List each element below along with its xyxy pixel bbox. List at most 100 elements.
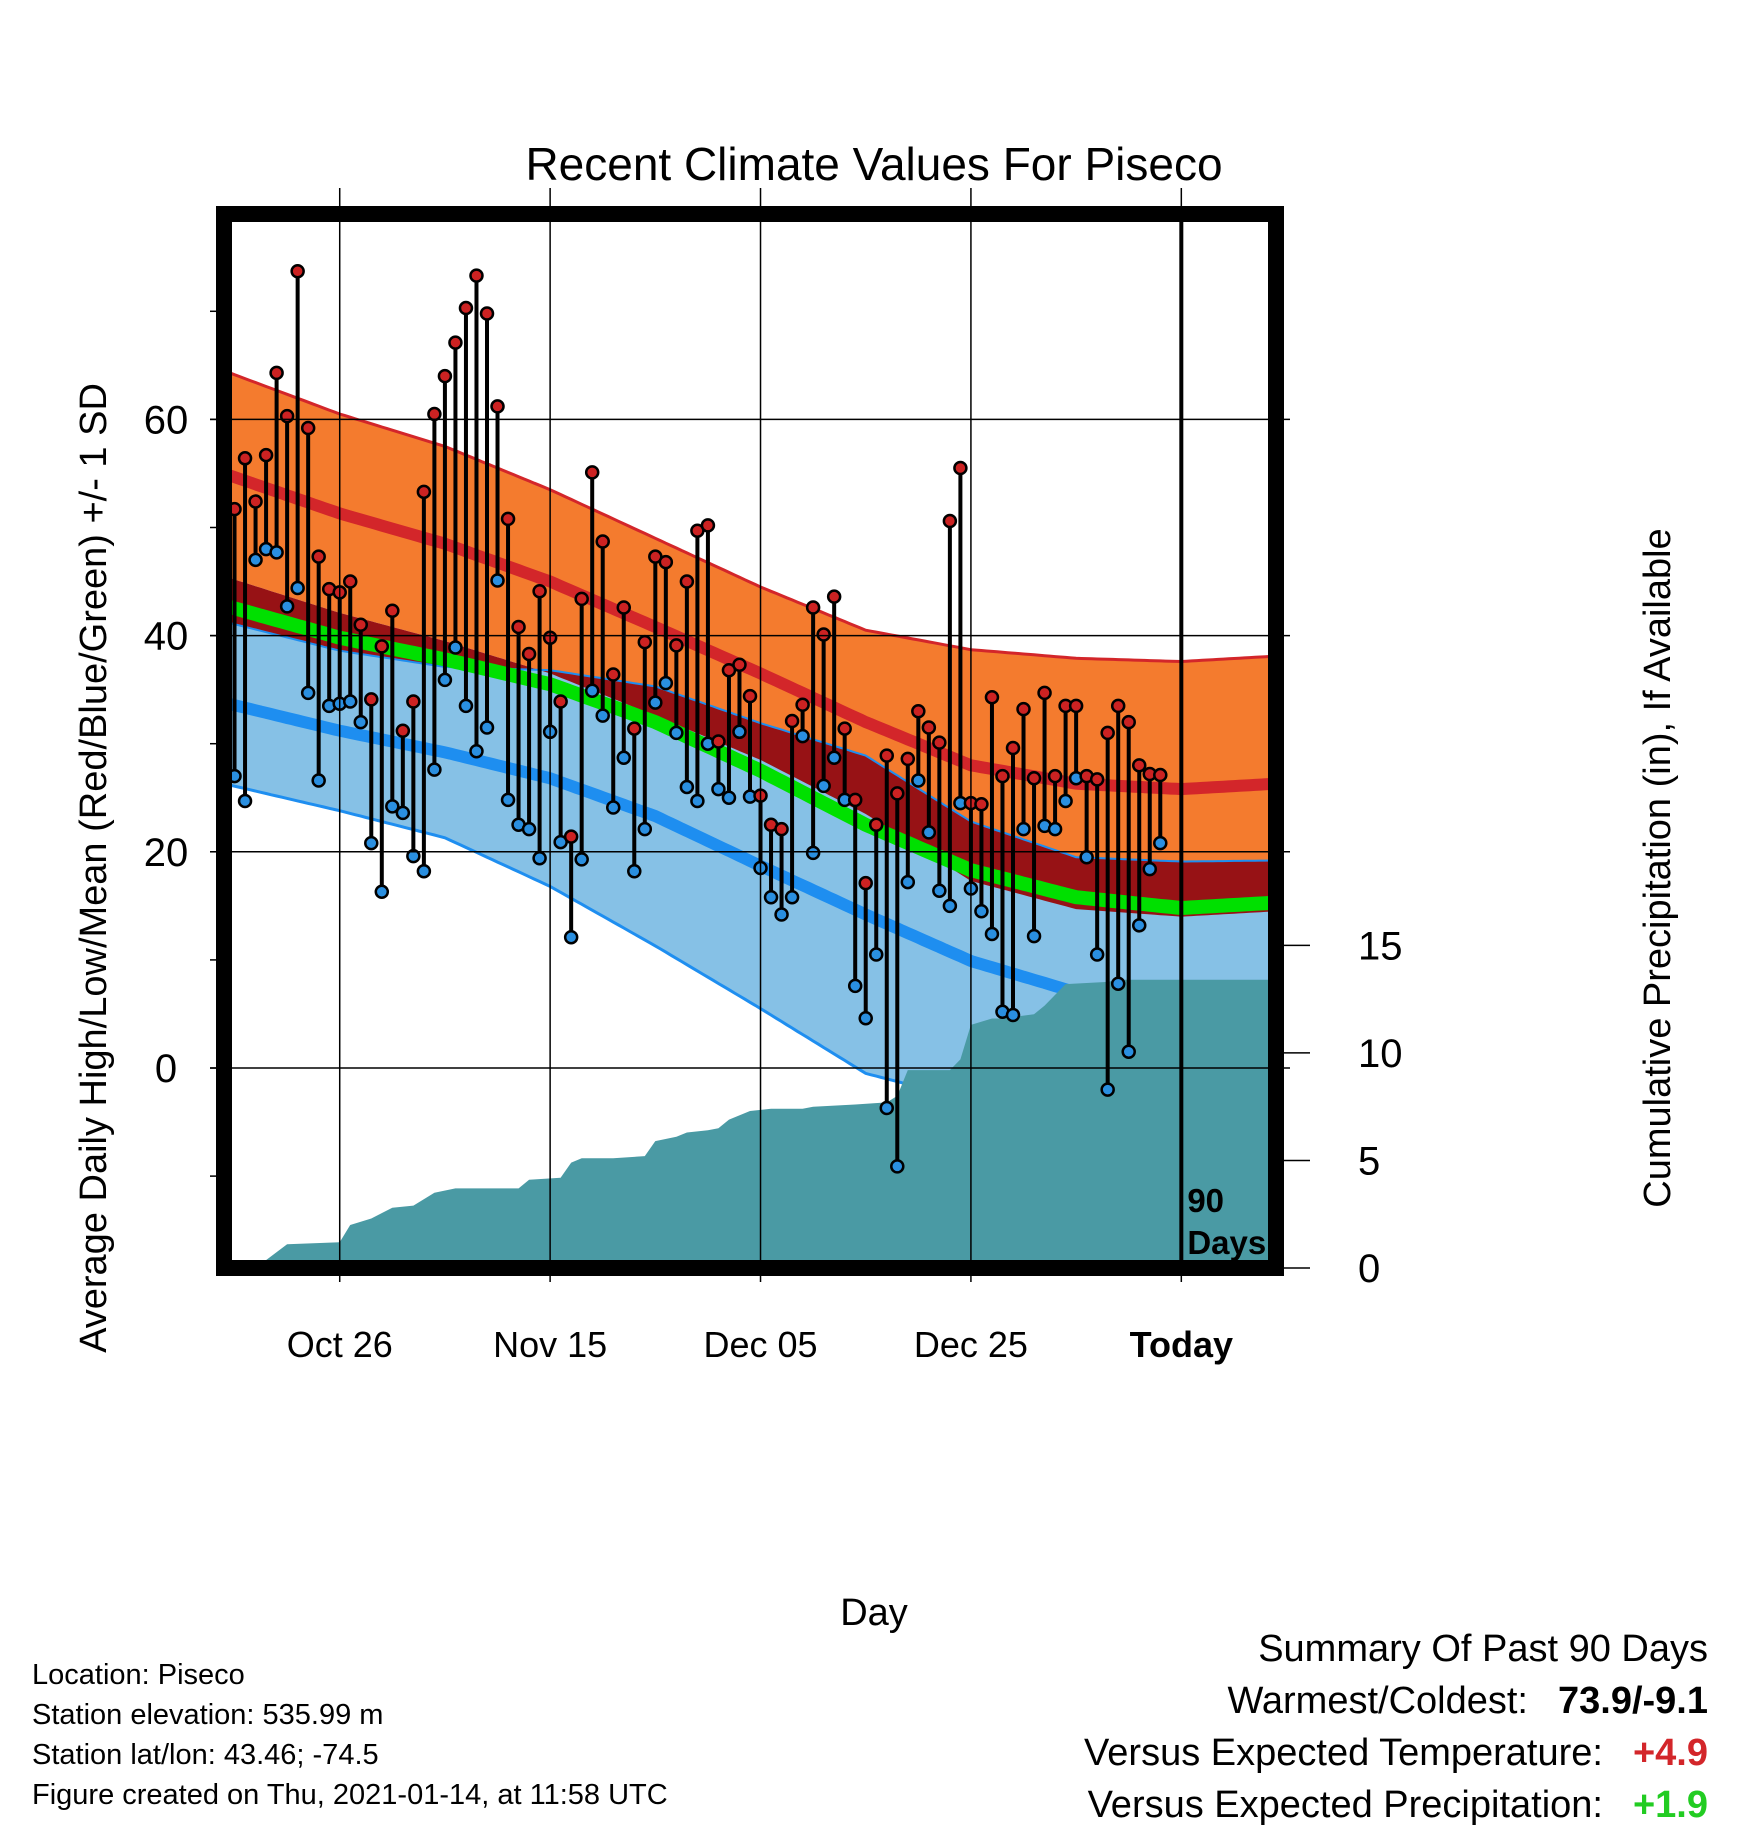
daily-high-point — [437, 368, 453, 384]
daily-low-point — [868, 947, 884, 962]
daily-high-point — [679, 574, 695, 589]
daily-high-point — [427, 406, 442, 422]
daily-high-point — [879, 748, 895, 763]
daily-high-point — [279, 408, 295, 424]
daily-high-point — [805, 600, 821, 615]
daily-low-point — [490, 573, 505, 588]
daily-low-point — [300, 685, 316, 701]
daily-low-point — [858, 1011, 873, 1026]
warmest-coldest-label: Warmest/Coldest: — [1227, 1680, 1528, 1722]
daily-high-point — [900, 751, 916, 767]
daily-high-point — [374, 639, 390, 654]
daily-low-point — [911, 773, 926, 788]
daily-high-point — [416, 484, 432, 500]
daily-high-point — [553, 694, 568, 709]
daily-high-point — [942, 513, 958, 529]
daily-low-point — [1058, 793, 1073, 809]
daily-low-point — [805, 845, 821, 861]
daily-high-point — [1089, 772, 1105, 787]
daily-high-point — [290, 264, 305, 279]
daily-low-point — [1121, 1044, 1136, 1060]
daily-low-point — [974, 904, 989, 919]
daily-low-point — [395, 805, 411, 821]
days-window-label: Days — [1187, 1224, 1266, 1261]
daily-high-point — [837, 721, 852, 736]
cumulative-precip-area — [224, 979, 1276, 1268]
daily-high-point — [868, 817, 884, 833]
daily-high-point — [511, 619, 526, 635]
daily-high-point — [742, 688, 758, 704]
daily-high-point — [627, 721, 642, 736]
daily-low-point — [711, 781, 726, 797]
daily-low-point — [500, 792, 516, 808]
daily-low-point — [658, 675, 674, 691]
daily-high-point — [605, 667, 621, 682]
daily-high-point — [784, 713, 800, 729]
daily-high-point — [1037, 685, 1052, 701]
x-tick-label: Dec 05 — [703, 1324, 817, 1365]
daily-high-point — [248, 494, 263, 509]
daily-low-point — [521, 821, 537, 837]
daily-low-point — [627, 864, 642, 879]
summary-heading: Summary Of Past 90 Days — [1258, 1628, 1708, 1670]
daily-high-point — [700, 518, 716, 533]
daily-low-point — [732, 724, 747, 740]
daily-high-point — [258, 447, 274, 463]
footer-created: Figure created on Thu, 2021-01-14, at 11… — [32, 1779, 668, 1811]
daily-high-point — [500, 511, 516, 527]
daily-low-point — [374, 884, 390, 900]
daily-low-point — [458, 698, 474, 714]
daily-high-point — [395, 723, 411, 738]
daily-high-point — [774, 821, 789, 837]
daily-high-point — [595, 534, 610, 549]
daily-low-point — [942, 898, 958, 914]
daily-low-point — [900, 874, 916, 890]
daily-high-point — [1005, 740, 1021, 756]
daily-high-point — [826, 589, 842, 604]
daily-high-point — [658, 554, 674, 570]
daily-low-point — [353, 714, 369, 730]
temperature-anomaly-value: +4.9 — [1632, 1732, 1708, 1774]
daily-low-point — [1026, 928, 1042, 944]
daily-high-point — [532, 584, 547, 599]
daily-high-point — [1047, 768, 1063, 784]
daily-high-point — [563, 829, 579, 844]
daily-low-point — [721, 790, 737, 806]
daily-low-point — [669, 725, 684, 741]
daily-low-point — [637, 821, 653, 837]
daily-low-point — [574, 852, 589, 867]
daily-high-point — [1026, 771, 1042, 786]
daily-high-point — [847, 792, 863, 808]
daily-low-point — [1089, 947, 1105, 962]
right-tick-label: 5 — [1358, 1139, 1380, 1183]
daily-high-point — [995, 768, 1010, 784]
left-tick-label: 60 — [144, 398, 189, 442]
daily-high-point — [364, 692, 379, 707]
daily-high-point — [732, 657, 747, 673]
left-tick-label: 40 — [144, 615, 189, 659]
plot-area: 90 Days 0 20 40 60 0 5 10 15 Oct 26 Nov 15 Dec 05 Dec… — [144, 188, 1403, 1365]
x-tick-label: Nov 15 — [493, 1324, 607, 1365]
daily-low-point — [416, 864, 432, 879]
summary-temperature: Versus Expected Temperature: +4.9 — [1084, 1732, 1708, 1775]
daily-high-point — [385, 603, 400, 618]
daily-low-point — [605, 800, 621, 815]
daily-low-point — [437, 672, 453, 688]
days-window-label: 90 — [1187, 1182, 1224, 1219]
daily-high-point — [921, 720, 937, 735]
plot-frame — [216, 206, 1284, 1276]
daily-high-point — [1131, 758, 1147, 773]
daily-high-point — [795, 697, 810, 713]
daily-high-point — [1110, 698, 1126, 714]
daily-low-point — [932, 883, 947, 898]
daily-low-point — [269, 545, 284, 560]
daily-low-point — [847, 978, 863, 994]
daily-high-point — [932, 735, 947, 750]
daily-high-point — [1153, 767, 1168, 783]
footer-location: Location: Piseco — [32, 1659, 245, 1691]
daily-high-point — [911, 704, 926, 719]
x-tick-label: Today — [1130, 1324, 1233, 1365]
warmest-coldest-value: 73.9/-9.1 — [1558, 1680, 1708, 1722]
daily-low-point — [1100, 1082, 1115, 1097]
